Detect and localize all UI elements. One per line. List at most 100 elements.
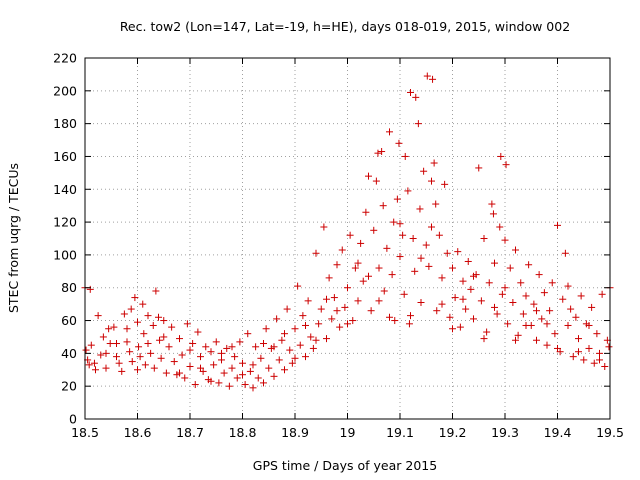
data-point <box>299 312 307 320</box>
data-points <box>81 72 614 392</box>
x-axis-label: GPS time / Days of year 2015 <box>253 458 437 473</box>
data-point <box>522 321 530 329</box>
data-point <box>401 152 409 160</box>
data-point <box>85 361 93 369</box>
data-point <box>357 239 365 247</box>
data-point <box>596 349 603 357</box>
data-point <box>533 307 540 315</box>
data-point <box>239 359 246 367</box>
data-point <box>388 271 396 279</box>
data-point <box>546 307 554 315</box>
data-point <box>249 361 257 369</box>
data-point <box>491 259 498 267</box>
data-point <box>87 341 95 349</box>
data-point <box>278 336 286 344</box>
data-point <box>341 303 349 311</box>
data-point <box>438 300 446 308</box>
data-point <box>191 381 199 389</box>
data-point <box>150 364 158 372</box>
data-point <box>178 351 186 359</box>
data-point <box>134 366 141 374</box>
data-point <box>102 349 110 357</box>
data-point <box>489 210 497 218</box>
data-point <box>391 317 399 325</box>
data-point <box>477 297 485 305</box>
data-point <box>113 353 120 361</box>
data-point <box>157 354 165 362</box>
data-point <box>533 336 540 344</box>
data-point <box>446 313 454 321</box>
data-point <box>223 344 231 352</box>
data-point <box>99 333 107 341</box>
data-point <box>429 75 437 83</box>
y-tick-label: 0 <box>69 412 77 427</box>
data-point <box>433 307 441 315</box>
data-point <box>281 366 288 374</box>
data-point <box>330 294 338 302</box>
data-point <box>225 382 233 390</box>
y-tick-label: 80 <box>61 280 77 295</box>
chart-title: Rec. tow2 (Lon=147, Lat=-19, h=HE), days… <box>120 19 570 34</box>
data-point <box>165 343 173 351</box>
data-point <box>92 366 99 374</box>
data-point <box>422 241 430 249</box>
data-point <box>181 374 189 382</box>
data-point <box>432 200 440 208</box>
data-point <box>525 261 533 269</box>
data-point <box>286 346 294 354</box>
data-point <box>390 218 398 226</box>
y-tick-label: 20 <box>61 379 77 394</box>
data-point <box>202 343 210 351</box>
y-tick-label: 100 <box>53 247 77 262</box>
data-point <box>155 313 162 321</box>
data-point <box>136 353 144 361</box>
data-point <box>512 246 519 254</box>
data-point <box>336 323 344 331</box>
x-tick-label: 18.7 <box>176 425 204 440</box>
data-point <box>149 321 157 329</box>
data-point <box>554 221 561 229</box>
x-tick-label: 18.5 <box>71 425 99 440</box>
data-point <box>543 320 551 328</box>
data-point <box>564 282 572 290</box>
data-point <box>412 93 420 101</box>
data-point <box>470 272 477 280</box>
data-point <box>601 362 609 370</box>
data-point <box>147 349 155 357</box>
data-point <box>257 354 265 362</box>
data-point <box>197 353 204 361</box>
data-point <box>580 356 588 364</box>
data-point <box>405 320 413 328</box>
data-point <box>260 340 267 348</box>
x-tick-label: 19.5 <box>596 425 624 440</box>
data-point <box>577 292 585 300</box>
y-tick-label: 60 <box>61 313 77 328</box>
data-point <box>593 330 601 338</box>
data-point <box>312 336 320 344</box>
data-point <box>411 267 419 275</box>
data-point <box>176 335 183 343</box>
data-point <box>90 359 98 367</box>
data-point <box>386 313 393 321</box>
data-point <box>197 364 204 372</box>
data-point <box>428 177 435 185</box>
data-point <box>575 348 582 356</box>
data-point <box>123 325 131 333</box>
x-tick-label: 19 <box>340 425 356 440</box>
data-point <box>383 244 391 252</box>
data-point <box>228 343 236 351</box>
data-point <box>186 362 194 370</box>
data-point <box>480 235 488 242</box>
data-point <box>168 323 176 331</box>
data-point <box>302 321 309 329</box>
data-point <box>123 338 131 346</box>
data-point <box>265 364 273 372</box>
y-tick-label: 200 <box>53 83 77 98</box>
data-point <box>585 321 593 329</box>
data-point <box>375 264 383 272</box>
data-point <box>441 180 449 188</box>
data-point <box>170 358 178 366</box>
data-point <box>569 353 577 361</box>
data-point <box>467 285 475 293</box>
data-point <box>359 277 367 285</box>
